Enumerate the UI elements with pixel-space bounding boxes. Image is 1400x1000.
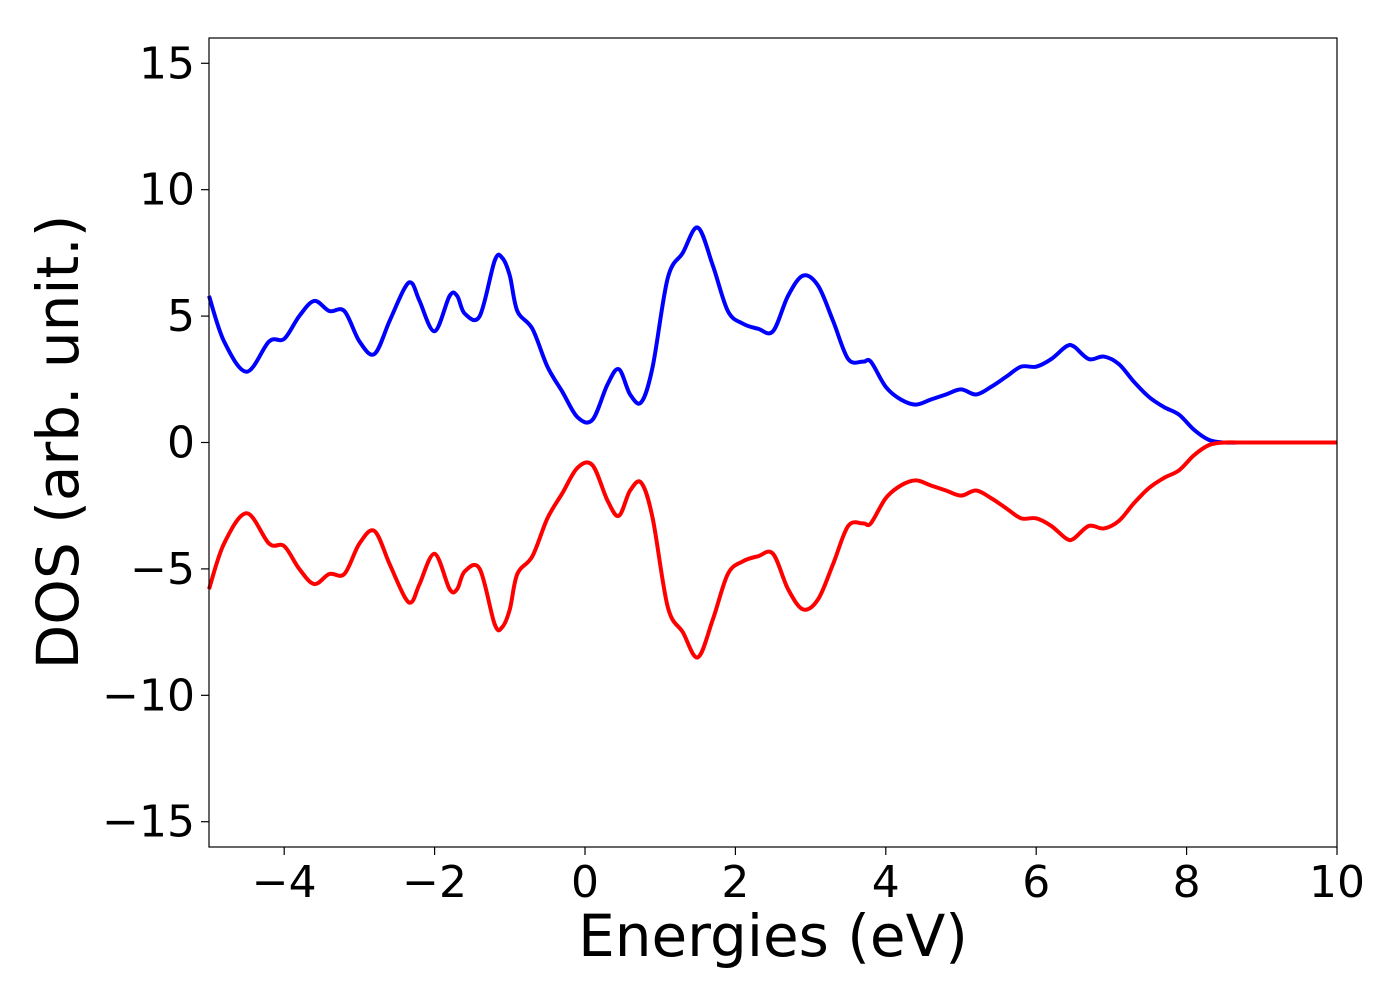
- y-tick-label: 0: [167, 418, 195, 469]
- x-tick-label: −2: [402, 857, 467, 908]
- x-tick-label: 10: [1309, 857, 1365, 908]
- y-tick-label: −5: [130, 544, 195, 595]
- plot-frame: [208, 37, 1338, 848]
- series-line-1: [207, 225, 1337, 445]
- x-tick-label: −4: [252, 857, 317, 908]
- y-axis-ticks: −15 −10 −5 0 5 10 15: [102, 38, 209, 848]
- x-tick-label: 8: [1173, 857, 1201, 908]
- y-tick-label: 5: [167, 291, 195, 342]
- y-tick-label: −15: [102, 797, 195, 848]
- x-tick-label: 2: [721, 857, 749, 908]
- y-tick-label: −10: [102, 670, 195, 721]
- y-tick-label: 15: [139, 38, 195, 89]
- x-axis-ticks: −4 −2 0 2 4 6 8 10: [252, 847, 1365, 908]
- series-line-2: [207, 440, 1337, 660]
- x-tick-label: 0: [571, 857, 599, 908]
- x-tick-label: 4: [872, 857, 900, 908]
- y-axis-label: DOS (arb. unit.): [24, 215, 92, 670]
- y-tick-label: 10: [139, 165, 195, 216]
- x-tick-label: 6: [1022, 857, 1050, 908]
- x-axis-label: Energies (eV): [578, 902, 968, 970]
- series-layer: [207, 225, 1337, 660]
